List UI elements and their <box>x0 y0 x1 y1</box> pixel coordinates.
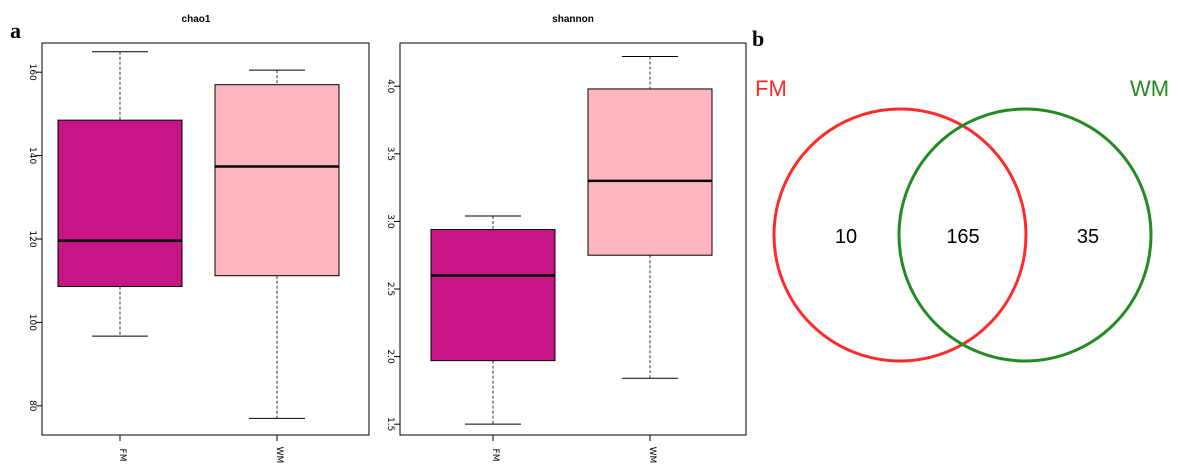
shannon-title: shannon <box>552 14 594 25</box>
chao1-title: chao1 <box>182 14 211 25</box>
y-tick-label: 160 <box>27 64 37 81</box>
chao1-boxes <box>57 51 340 419</box>
venn-diagram: FM WM 10 165 35 <box>755 76 1169 363</box>
y-tick-label: 3.5 <box>385 147 395 161</box>
venn-count-overlap: 165 <box>946 226 979 248</box>
shannon-boxes <box>430 56 713 425</box>
box-wm <box>587 88 713 256</box>
chao1-y-axis: 80 100 120 140 160 <box>27 64 42 412</box>
shannon-boxplot: shannon 1.5 2.0 2.5 3.0 3.5 4.0 FM WM <box>385 14 747 463</box>
box-fm <box>57 119 183 288</box>
chao1-boxplot: chao1 80 100 120 140 160 FM WM <box>27 14 370 463</box>
y-tick-label: 3.0 <box>385 214 395 229</box>
panel-label-a: a <box>10 18 21 43</box>
x-tick-label: WM <box>647 447 657 464</box>
y-tick-label: 2.5 <box>385 282 395 296</box>
x-tick-label: WM <box>274 447 284 464</box>
y-tick-label: 2.0 <box>385 349 395 364</box>
y-tick-label: 100 <box>27 314 37 331</box>
x-tick-label: FM <box>117 449 127 462</box>
venn-label-wm: WM <box>1130 76 1169 101</box>
panel-label-b: b <box>752 26 764 51</box>
x-tick-label: FM <box>490 449 500 462</box>
shannon-plot-frame <box>399 42 747 436</box>
box-fm <box>430 229 556 362</box>
y-tick-label: 80 <box>27 400 37 412</box>
box-wm <box>214 84 340 277</box>
chao1-x-axis: FM WM <box>117 435 284 463</box>
y-tick-label: 4.0 <box>385 79 395 94</box>
venn-circle-wm <box>897 107 1153 363</box>
venn-count-fm-only: 10 <box>835 226 857 248</box>
shannon-y-axis: 1.5 2.0 2.5 3.0 3.5 4.0 <box>385 79 400 431</box>
y-tick-label: 1.5 <box>385 417 395 431</box>
y-tick-label: 120 <box>27 230 37 247</box>
y-tick-label: 140 <box>27 147 37 164</box>
venn-label-fm: FM <box>755 76 787 101</box>
venn-count-wm-only: 35 <box>1077 226 1099 248</box>
shannon-x-axis: FM WM <box>490 435 657 463</box>
venn-circle-fm <box>772 107 1028 363</box>
